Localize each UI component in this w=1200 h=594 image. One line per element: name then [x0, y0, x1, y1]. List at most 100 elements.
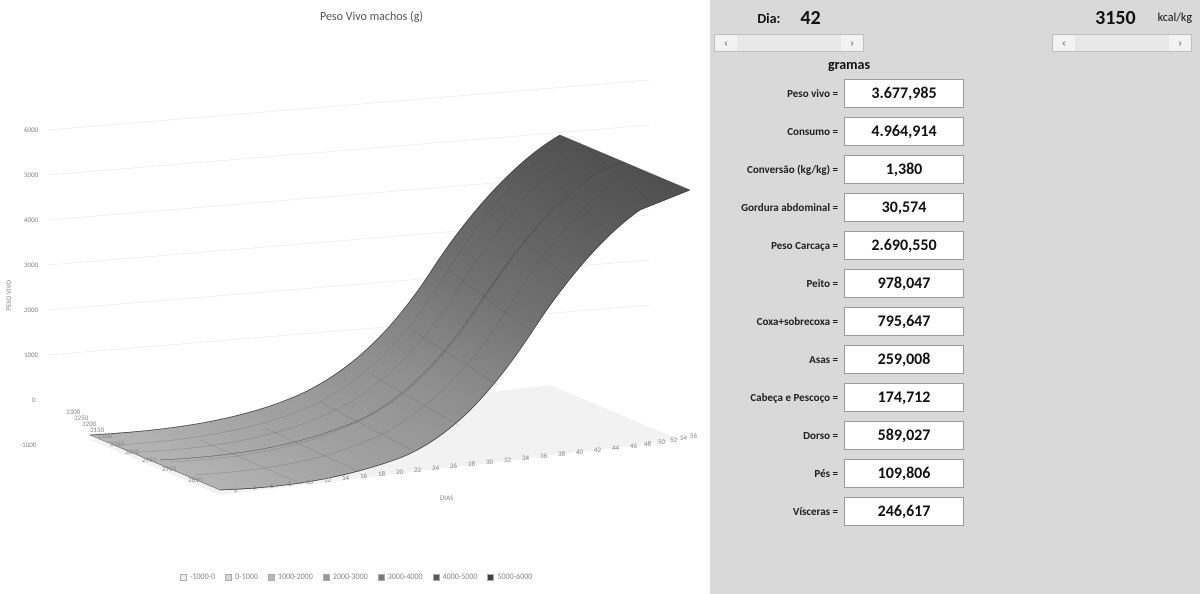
metric-label: Peito = — [714, 277, 844, 290]
chart-legend: -1000-0 0-1000 1000-2000 2000-3000 3000-4000… — [180, 572, 532, 582]
legend-label: 2000-3000 — [333, 572, 368, 582]
kcal-spinner[interactable]: ‹ › — [1052, 34, 1192, 52]
kcal-spinner-track[interactable] — [1075, 35, 1169, 51]
metric-label: Consumo = — [714, 125, 844, 138]
svg-text:12: 12 — [324, 475, 332, 484]
kcal-value: 3150 — [1095, 6, 1136, 30]
metric-value: 246,617 — [844, 497, 964, 526]
kcal-decrement-button[interactable]: ‹ — [1053, 35, 1075, 51]
metric-label: Peso vivo = — [714, 87, 844, 100]
svg-text:24: 24 — [432, 463, 440, 472]
gramas-header: gramas — [724, 56, 974, 73]
svg-text:52: 52 — [670, 435, 678, 444]
svg-text:28: 28 — [468, 459, 476, 468]
svg-text:22: 22 — [414, 465, 422, 474]
legend-label: 1000-2000 — [278, 572, 313, 582]
legend-swatch — [180, 574, 187, 581]
metric-label: Vísceras = — [714, 505, 844, 518]
svg-text:32: 32 — [504, 455, 512, 464]
metric-value: 4.964,914 — [844, 117, 964, 146]
legend-item: 4000-5000 — [433, 572, 478, 582]
legend-swatch — [268, 574, 275, 581]
surface — [90, 135, 690, 495]
svg-text:16: 16 — [360, 471, 368, 480]
metric-label: Asas = — [714, 353, 844, 366]
svg-text:3000: 3000 — [24, 260, 39, 269]
metric-value: 259,008 — [844, 345, 964, 374]
metric-value: 1,380 — [844, 155, 964, 184]
legend-label: 4000-5000 — [443, 572, 478, 582]
svg-text:3000: 3000 — [125, 447, 140, 456]
svg-text:26: 26 — [450, 461, 458, 470]
svg-text:6: 6 — [270, 481, 274, 490]
metric-row: Conversão (kg/kg) =1,380 — [714, 155, 974, 184]
metric-value: 3.677,985 — [844, 79, 964, 108]
svg-text:6000: 6000 — [24, 125, 39, 134]
svg-text:10: 10 — [306, 477, 314, 486]
metric-row: Gordura abdominal =30,574 — [714, 193, 974, 222]
kcal-increment-button[interactable]: › — [1169, 35, 1191, 51]
svg-text:40: 40 — [576, 447, 584, 456]
svg-text:0: 0 — [32, 395, 36, 404]
kcal-control-group: 3150 kcal/kg ‹ › — [1052, 6, 1192, 52]
dia-control-group: Dia: 42 ‹ › — [714, 6, 864, 52]
dia-spinner[interactable]: ‹ › — [714, 34, 864, 52]
svg-text:50: 50 — [658, 437, 666, 446]
dia-decrement-button[interactable]: ‹ — [715, 35, 737, 51]
legend-swatch — [225, 574, 232, 581]
legend-item: 0-1000 — [225, 572, 258, 582]
svg-text:38: 38 — [558, 449, 566, 458]
svg-text:46: 46 — [630, 441, 638, 450]
svg-text:2000: 2000 — [24, 305, 39, 314]
metrics-list: Peso vivo =3.677,985Consumo =4.964,914Co… — [714, 79, 1192, 526]
svg-text:8: 8 — [288, 479, 292, 488]
dia-spinner-track[interactable] — [737, 35, 841, 51]
metric-row: Peso vivo =3.677,985 — [714, 79, 974, 108]
metric-label: Cabeça e Pescoço = — [714, 391, 844, 404]
legend-swatch — [433, 574, 440, 581]
legend-label: 0-1000 — [235, 572, 258, 582]
chart-panel: Peso Vivo machos (g) PESO VIVO 6000 5000… — [0, 0, 710, 594]
legend-label: -1000-0 — [190, 572, 215, 582]
svg-text:2900: 2900 — [162, 464, 177, 473]
svg-text:-1000: -1000 — [20, 440, 37, 449]
data-panel: Dia: 42 ‹ › 3150 kcal/kg ‹ › gramas Peso… — [710, 0, 1200, 594]
metric-row: Cabeça e Pescoço =174,712 — [714, 383, 974, 412]
svg-text:36: 36 — [540, 451, 548, 460]
dia-increment-button[interactable]: › — [841, 35, 863, 51]
legend-item: 5000-6000 — [487, 572, 532, 582]
svg-text:1000: 1000 — [24, 350, 39, 359]
metric-label: Dorso = — [714, 429, 844, 442]
svg-text:4: 4 — [252, 483, 256, 492]
legend-item: 1000-2000 — [268, 572, 313, 582]
metric-label: Peso Carcaça = — [714, 239, 844, 252]
metric-value: 30,574 — [844, 193, 964, 222]
svg-text:44: 44 — [612, 443, 620, 452]
legend-label: 3000-4000 — [388, 572, 423, 582]
metric-value: 978,047 — [844, 269, 964, 298]
metric-value: 795,647 — [844, 307, 964, 336]
svg-text:18: 18 — [378, 469, 386, 478]
legend-swatch — [378, 574, 385, 581]
metric-row: Asas =259,008 — [714, 345, 974, 374]
metric-value: 109,806 — [844, 459, 964, 488]
chart-title: Peso Vivo machos (g) — [320, 10, 423, 24]
svg-text:2850: 2850 — [188, 475, 203, 484]
svg-text:20: 20 — [396, 467, 404, 476]
svg-text:54: 54 — [680, 433, 688, 442]
x-axis-label: DIAS — [440, 493, 453, 502]
legend-item: 3000-4000 — [378, 572, 423, 582]
metric-label: Pés = — [714, 467, 844, 480]
surface-chart: 6000 5000 4000 3000 2000 1000 0 -1000 — [20, 40, 700, 530]
svg-text:48: 48 — [644, 439, 652, 448]
metric-row: Consumo =4.964,914 — [714, 117, 974, 146]
metric-label: Gordura abdominal = — [714, 201, 844, 214]
metric-value: 589,027 — [844, 421, 964, 450]
metric-row: Peso Carcaça =2.690,550 — [714, 231, 974, 260]
metric-row: Coxa+sobrecoxa =795,647 — [714, 307, 974, 336]
svg-text:2950: 2950 — [142, 455, 157, 464]
legend-label: 5000-6000 — [497, 572, 532, 582]
metric-label: Conversão (kg/kg) = — [714, 163, 844, 176]
svg-text:14: 14 — [342, 473, 350, 482]
metric-value: 2.690,550 — [844, 231, 964, 260]
